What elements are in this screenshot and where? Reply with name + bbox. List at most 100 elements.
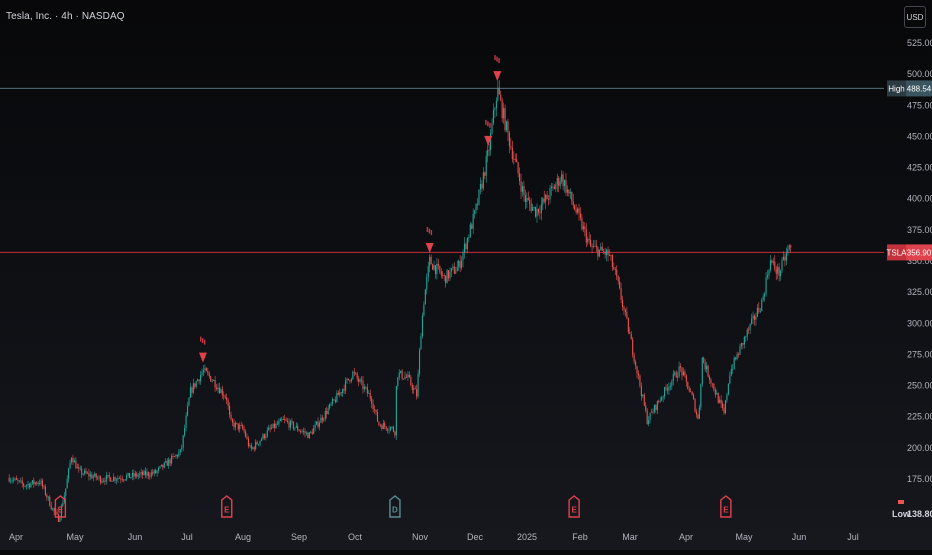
candle-body <box>185 415 187 429</box>
symbol-title[interactable]: Tesla, Inc. · 4h · NASDAQ <box>6 11 125 22</box>
candle-body <box>162 464 164 468</box>
candle <box>304 427 306 438</box>
candle <box>503 102 505 124</box>
candle <box>495 97 497 117</box>
candle <box>210 375 212 382</box>
candle-body <box>487 149 489 157</box>
candle <box>758 302 760 314</box>
price-tick-label: 500.00 <box>907 69 932 79</box>
candle-body <box>337 392 339 396</box>
candle <box>501 97 503 123</box>
candle-body <box>95 473 97 478</box>
candle-body <box>44 486 46 495</box>
candle-body <box>579 213 582 218</box>
candle-body <box>650 411 653 413</box>
candle <box>603 249 605 255</box>
candle <box>181 444 183 452</box>
candle <box>668 382 670 395</box>
candle-body <box>17 479 19 481</box>
candle <box>627 317 629 335</box>
candle-body <box>629 332 631 334</box>
candle <box>675 370 677 378</box>
candle-body <box>534 206 537 217</box>
candle <box>736 351 738 361</box>
price-axis[interactable]: 525.00 500.00 475.00 450.00 425.00 400.00 375.… <box>907 38 932 484</box>
candle-body <box>759 311 761 312</box>
candle-body <box>260 439 263 441</box>
candle-body <box>616 269 618 277</box>
candle-body <box>205 368 207 372</box>
candle <box>552 182 554 191</box>
earnings-icon[interactable]: E <box>720 495 732 518</box>
time-tick-label: Jun <box>792 532 807 542</box>
candle-body <box>720 399 722 404</box>
candle <box>247 436 249 449</box>
candle-body <box>530 203 532 211</box>
candle-body <box>575 209 577 213</box>
candle-body <box>610 254 612 256</box>
candle <box>452 263 454 271</box>
candle-body <box>343 389 345 391</box>
candle-body <box>121 479 123 481</box>
candle <box>160 464 162 467</box>
candle-body <box>345 380 347 391</box>
candle-body <box>182 435 184 448</box>
candle-body <box>556 177 558 185</box>
candle-body <box>708 376 711 380</box>
candle-body <box>305 432 307 434</box>
candle <box>273 420 276 432</box>
candle <box>759 308 761 314</box>
time-axis[interactable]: Apr May Jun Jul Aug Sep Oct Nov Dec 2025 Feb Mar Apr… <box>9 532 859 542</box>
candle <box>519 167 521 186</box>
currency-button[interactable]: USD <box>904 6 926 28</box>
candle-body <box>753 315 756 320</box>
earnings-icon[interactable]: E <box>221 495 233 518</box>
candle-body <box>404 376 406 379</box>
candle-body <box>555 184 557 190</box>
candle <box>289 419 292 431</box>
signal-tick <box>428 228 431 234</box>
candle-body <box>695 411 698 415</box>
earnings-icon[interactable]: E <box>54 495 67 518</box>
candle <box>157 466 160 474</box>
candle <box>643 393 645 407</box>
candle-body <box>333 399 335 401</box>
candle-body <box>313 428 315 434</box>
price-tick-label: 175.00 <box>907 474 932 484</box>
candle-body <box>27 483 29 486</box>
high-price-label-tag-bg <box>887 80 906 97</box>
earnings-icon[interactable]: E <box>568 495 580 518</box>
candle-body <box>479 184 481 190</box>
candle <box>661 395 663 402</box>
high-price-label-tag: High <box>888 84 904 93</box>
dividend-icon[interactable]: D <box>389 495 401 518</box>
candle-body <box>482 172 484 189</box>
event-markers[interactable]: E E E ED <box>54 495 732 518</box>
candle-body <box>626 311 628 319</box>
candle-body <box>604 251 606 255</box>
candle-body <box>766 275 769 278</box>
candle <box>691 391 693 396</box>
candle <box>73 458 75 463</box>
candle <box>41 478 44 490</box>
candle-body <box>434 265 437 275</box>
candle <box>635 359 637 370</box>
candle <box>579 207 582 221</box>
candle-body <box>633 354 635 362</box>
candle-body <box>669 386 671 387</box>
candle <box>250 442 252 452</box>
candle <box>20 477 22 484</box>
earnings-icon-outline <box>54 495 67 518</box>
candle <box>133 469 135 481</box>
candle <box>445 275 447 288</box>
candle-body <box>146 472 148 476</box>
candle <box>82 472 84 477</box>
candle-body <box>81 468 83 475</box>
candle-body <box>223 395 225 397</box>
candle <box>717 392 719 404</box>
candle <box>101 478 103 484</box>
candle-body <box>33 480 35 485</box>
candle <box>269 424 271 433</box>
